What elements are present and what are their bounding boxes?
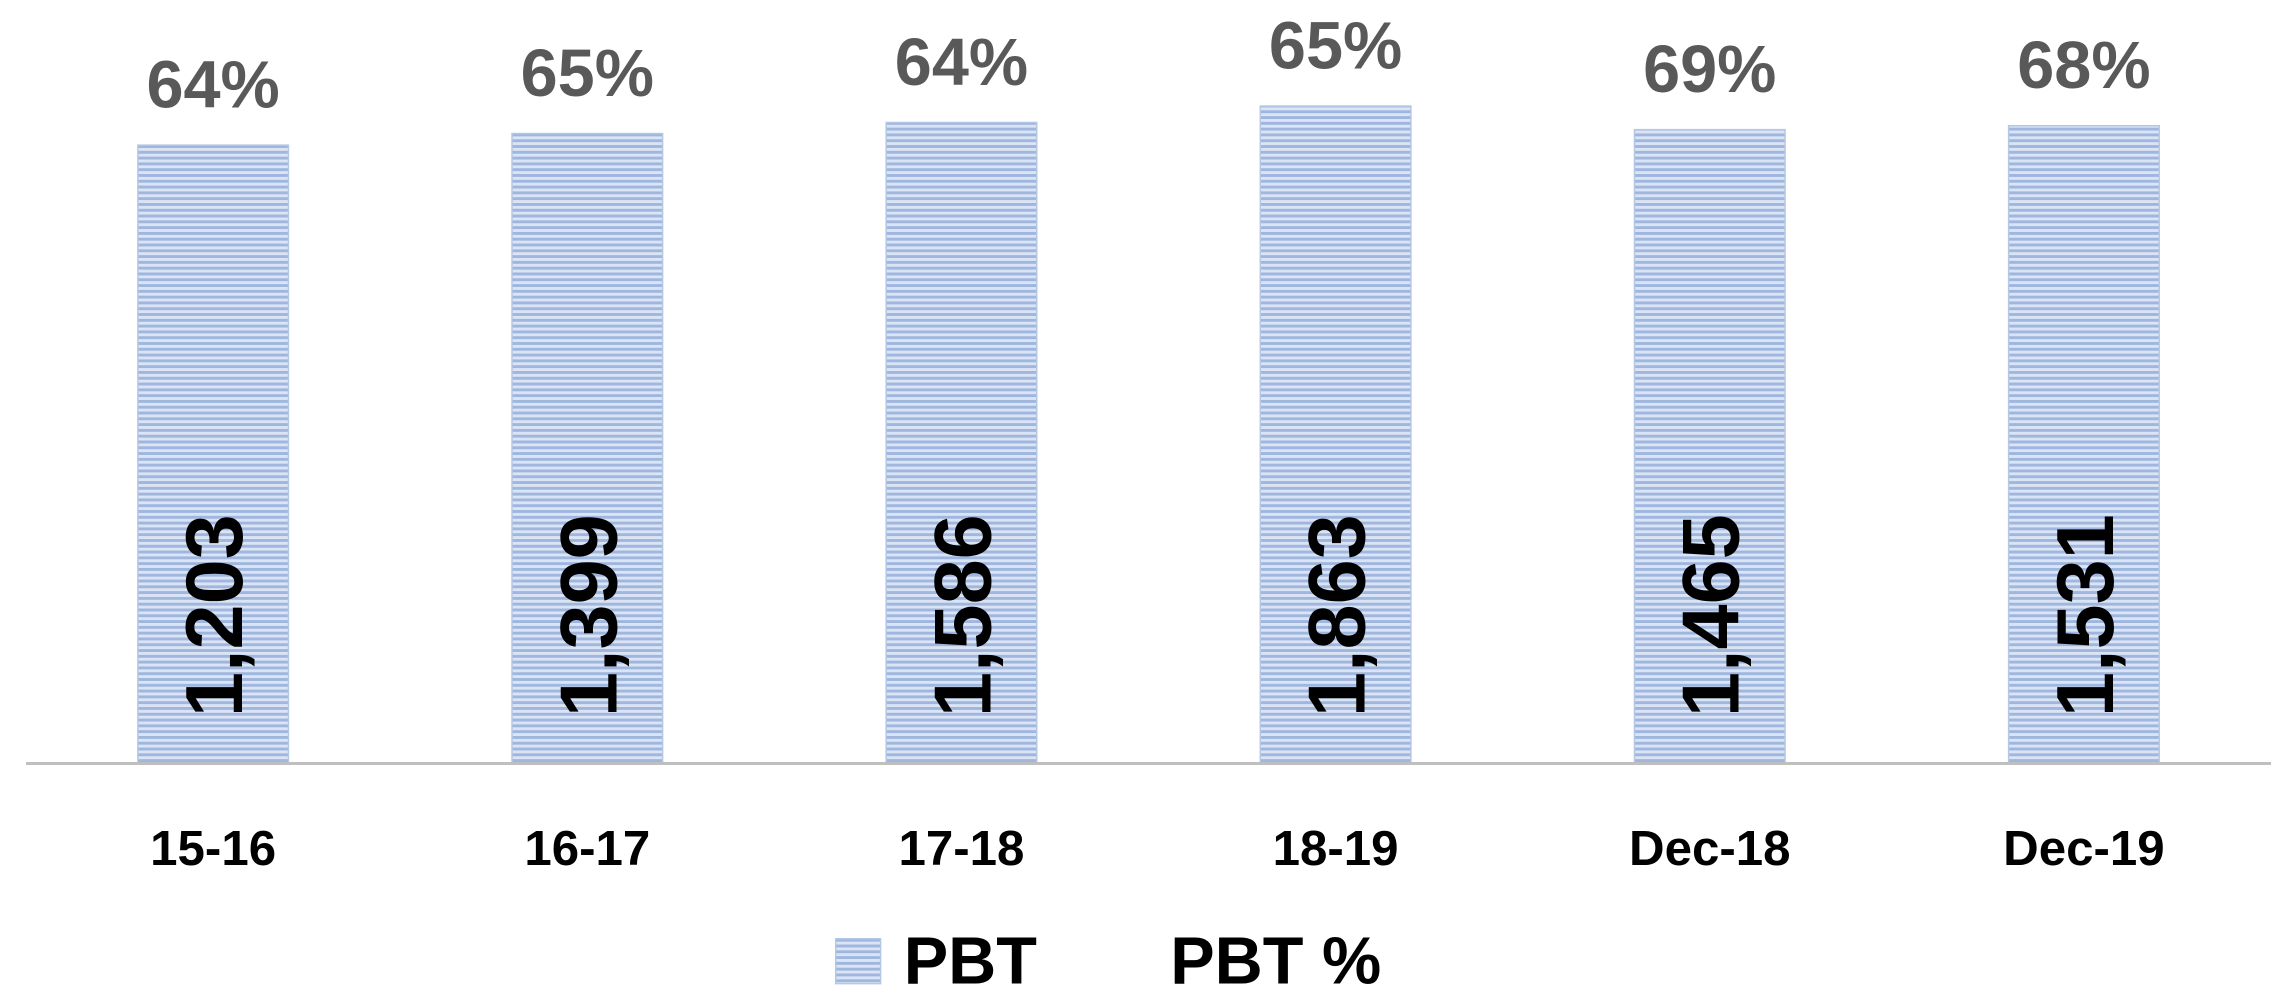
percent-label: 65% <box>1269 9 1402 83</box>
bar <box>511 132 664 765</box>
bar-value-label: 1,863 <box>1293 514 1383 717</box>
percent-label: 64% <box>146 48 279 122</box>
legend-swatch <box>834 938 882 985</box>
bar <box>2007 124 2160 765</box>
x-tick-label: 15-16 <box>150 821 276 876</box>
x-tick-label: 16-17 <box>524 821 650 876</box>
bar <box>137 144 290 765</box>
bar-value-label: 1,399 <box>544 514 634 717</box>
bar-value-label: 1,586 <box>918 514 1008 717</box>
x-tick-label: Dec-19 <box>2003 821 2164 876</box>
percent-label: 64% <box>895 26 1028 100</box>
percent-label: 65% <box>521 37 654 111</box>
legend-label: PBT <box>904 925 1037 994</box>
x-tick-label: 18-19 <box>1273 821 1399 876</box>
bar-value-label: 1,203 <box>170 514 260 717</box>
bar <box>1633 128 1786 765</box>
x-tick-label: 17-18 <box>898 821 1024 876</box>
percent-label: 69% <box>1643 33 1776 107</box>
legend-label: PBT % <box>1170 925 1381 994</box>
percent-label: 68% <box>2017 29 2150 103</box>
x-tick-label: Dec-18 <box>1629 821 1790 876</box>
bar <box>1259 105 1412 765</box>
bar <box>885 121 1038 765</box>
bar-value-label: 1,531 <box>2041 514 2131 717</box>
bar-value-label: 1,465 <box>1667 514 1757 717</box>
